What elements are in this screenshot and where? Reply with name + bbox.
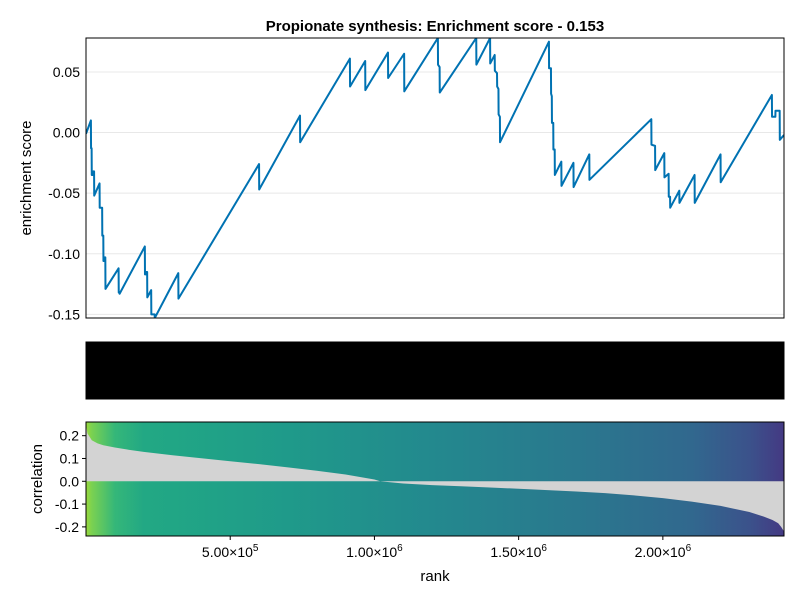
chart-title: Propionate synthesis: Enrichment score -…: [266, 18, 604, 35]
x-tick-label: 1.50×106: [490, 543, 547, 560]
x-tick-mantissa: 1.50×10: [490, 544, 541, 560]
correlation-y-tick-label: -0.1: [55, 496, 79, 512]
correlation-y-tick-label: -0.2: [55, 519, 79, 535]
correlation-y-axis-label: correlation: [29, 444, 46, 514]
correlation-x-ticks: 5.00×105 1.00×106 1.50×106 2.00×106: [202, 536, 692, 560]
enrichment-score-panel: Propionate synthesis: Enrichment score -…: [18, 18, 785, 322]
es-y-tick-label: -0.15: [48, 306, 80, 322]
es-line-group: [86, 38, 784, 318]
x-tick-exponent: 5: [253, 543, 259, 554]
es-y-tick-label: 0.00: [53, 125, 80, 141]
es-plot-frame: [85, 37, 785, 319]
correlation-y-tick-label: 0.0: [60, 473, 80, 489]
x-tick-mantissa: 2.00×10: [635, 544, 686, 560]
x-tick-mantissa: 5.00×10: [202, 544, 253, 560]
x-tick-label: 5.00×105: [202, 543, 259, 560]
correlation-plot-frame: [85, 421, 785, 537]
es-gridlines: [86, 71, 784, 315]
es-y-ticks: 0.05 0.00 -0.05 -0.10 -0.15: [48, 64, 80, 322]
x-tick-mantissa: 1.00×10: [346, 544, 397, 560]
es-y-tick-label: 0.05: [53, 64, 80, 80]
x-tick-exponent: 6: [686, 543, 692, 554]
correlation-y-tick-label: 0.2: [60, 428, 80, 444]
es-series-line: [86, 38, 784, 318]
barcode-panel: [85, 341, 785, 400]
x-axis-label: rank: [420, 568, 450, 585]
x-tick-label: 2.00×106: [635, 543, 692, 560]
correlation-y-ticks: 0.2 0.1 0.0 -0.1 -0.2: [55, 428, 86, 535]
es-y-axis-label: enrichment score: [18, 120, 35, 235]
x-tick-exponent: 6: [397, 543, 403, 554]
barcode-fill: [86, 342, 784, 399]
es-y-tick-label: -0.05: [48, 185, 80, 201]
correlation-y-tick-label: 0.1: [60, 450, 80, 466]
es-y-tick-label: -0.10: [48, 246, 80, 262]
x-tick-label: 1.00×106: [346, 543, 403, 560]
x-tick-exponent: 6: [541, 543, 547, 554]
barcode-marks: [86, 342, 784, 399]
correlation-area: [86, 424, 784, 532]
correlation-panel: 0.20.10.0-0.1-0.2 5.00×105 1.00×106 1.50×1…: [29, 421, 785, 585]
